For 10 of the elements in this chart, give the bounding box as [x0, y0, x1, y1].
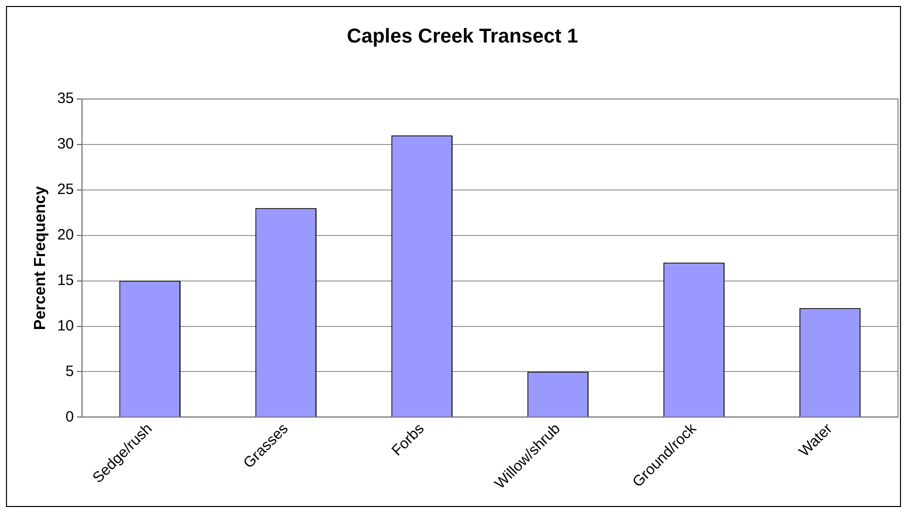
y-tick-label: 15 — [57, 272, 74, 289]
chart-title: Caples Creek Transect 1 — [346, 26, 578, 48]
y-tick-label: 30 — [57, 136, 74, 153]
y-axis-title: Percent Frequency — [32, 186, 50, 330]
y-tick-label: 35 — [57, 90, 74, 108]
y-tick-label: 0 — [66, 408, 74, 426]
y-tick-label: 20 — [57, 226, 74, 244]
y-tick-label: 25 — [57, 181, 74, 198]
y-tick-label: 5 — [66, 362, 74, 380]
y-tick-label: 10 — [57, 317, 74, 334]
